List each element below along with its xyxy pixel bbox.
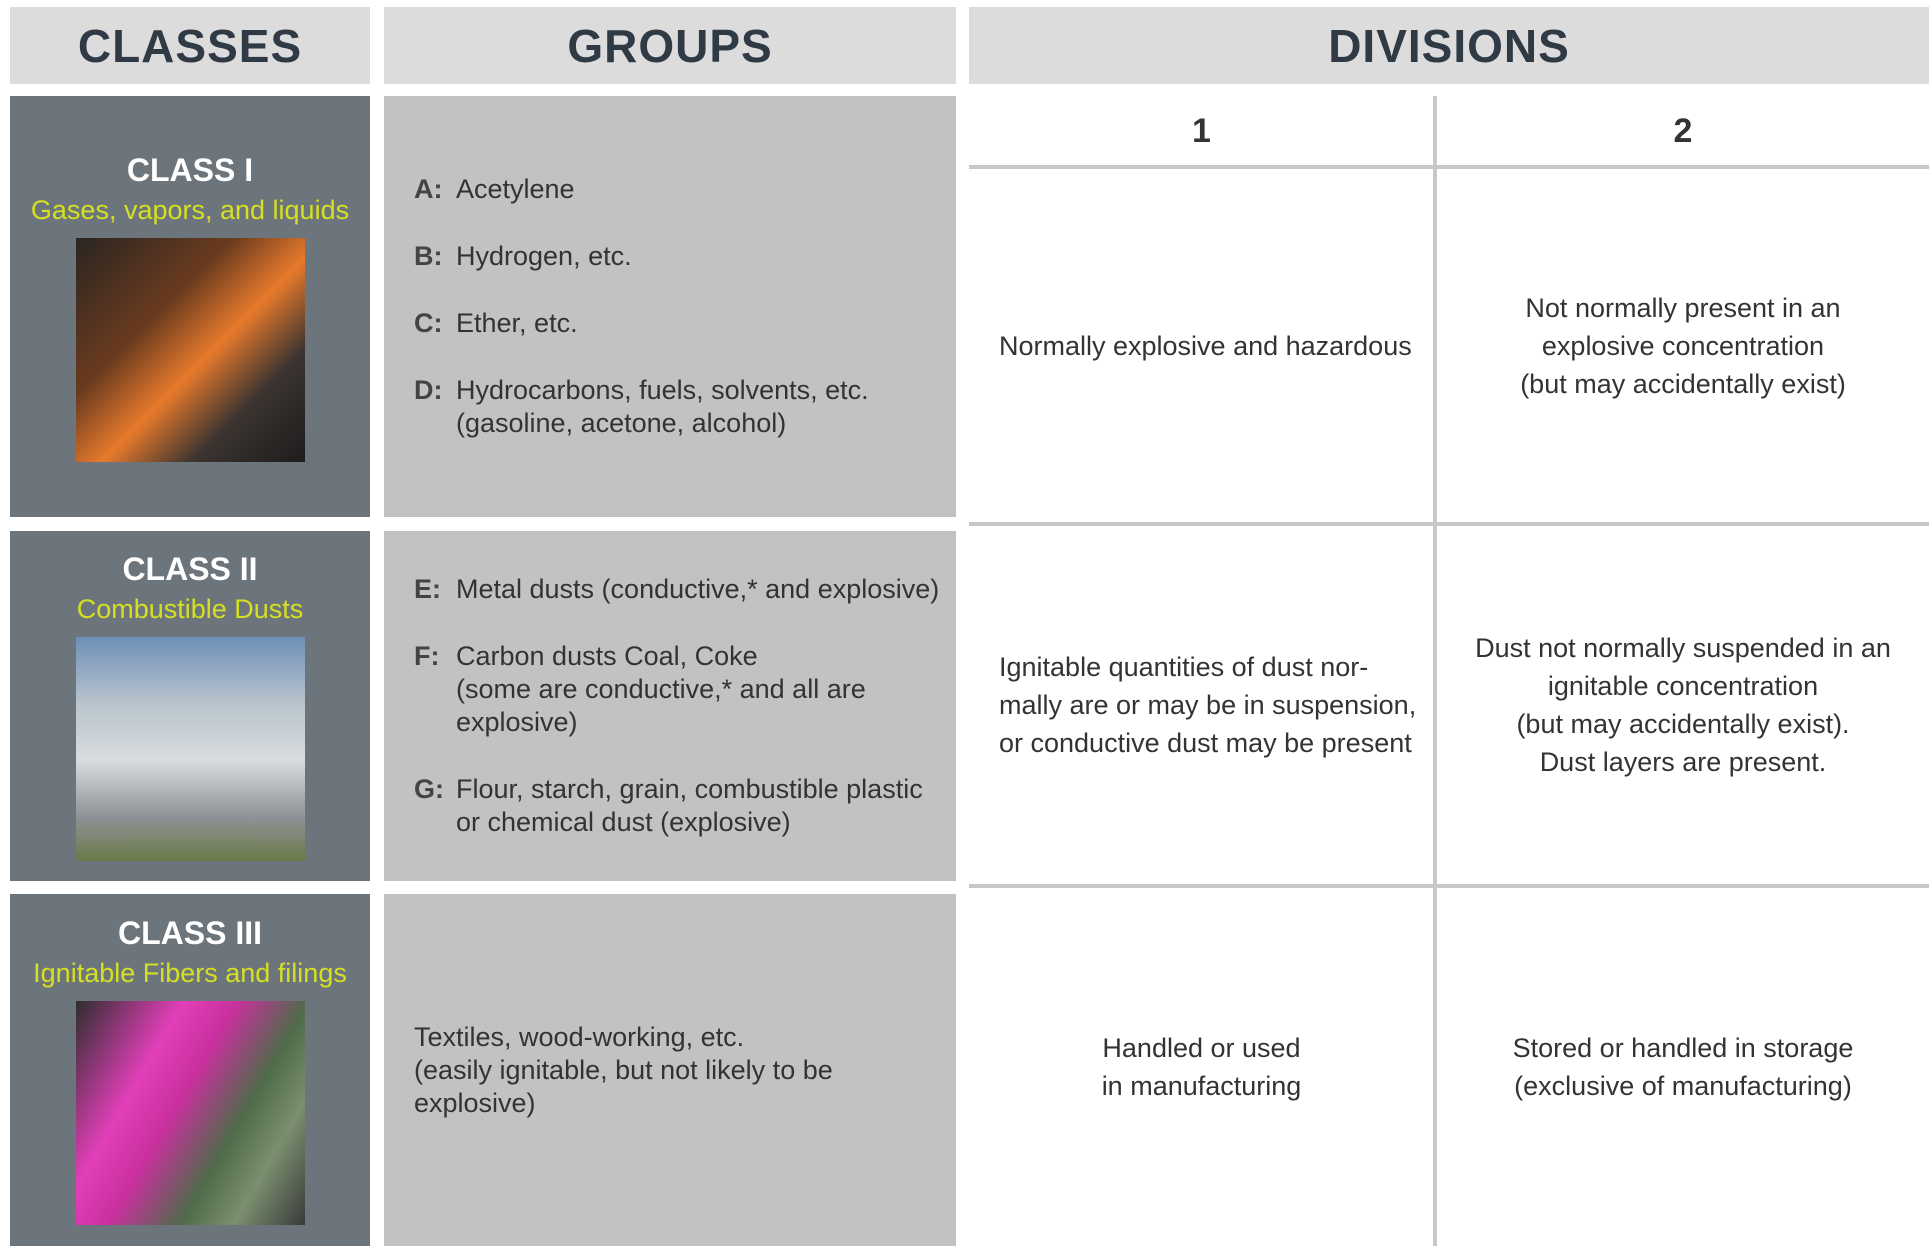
text-line: Hydrocarbons, fuels, solvents, etc. [456,375,869,405]
class-description: Ignitable Fibers and filings [33,958,347,988]
text-line: Handled or used [1102,1033,1301,1063]
text-line: Carbon dusts Coal, Coke [456,641,758,671]
class-title: CLASS III [117,915,262,951]
group-entry: D: Hydrocarbons, fuels, solvents, etc. (ga… [414,374,956,440]
group-entry: E: Metal dusts (conductive,* and explosiv… [414,573,956,606]
group-letter: E: [414,574,441,604]
groups-cell: E: Metal dusts (conductive,* and explosiv… [384,531,956,881]
group-text: Flour, starch, grain, combustible plasti… [456,773,923,839]
group-entry: Textiles, wood-working, etc. (easily igni… [414,1021,956,1120]
class-photo [75,1001,305,1225]
class-cell: CLASS I Gases, vapors, and liquids [10,96,370,517]
class-photo [75,237,305,462]
group-text: Carbon dusts Coal, Coke (some are conduct… [456,640,866,739]
text-line: Ether, etc. [456,308,578,338]
text-line: (but may accidentally exist) [1520,368,1846,399]
class-title: CLASS I [126,151,254,188]
groups-cell: Textiles, wood-working, etc. (easily igni… [384,894,956,1246]
group-letter: G: [414,774,444,804]
division-cell: Normally explosive and hazardous [969,169,1434,522]
division-cell: Dust not normally suspended in an ignitab… [1437,526,1929,884]
class-cell: CLASS II Combustible Dusts [10,531,370,881]
classes-header: CLASSES [10,7,370,84]
division-cell: Not normally present in an explosive conc… [1437,169,1929,522]
group-entry: B: Hydrogen, etc. [414,240,956,273]
text-line: Dust layers are present. [1539,747,1827,777]
text-line: Dust not normally suspended in an [1475,633,1891,663]
text-line: Flour, starch, grain, combustible plasti… [456,774,923,804]
class-title: CLASS II [122,551,258,587]
group-text: Acetylene [456,173,575,206]
text-line: (exclusive of manufacturing) [1514,1071,1852,1101]
text-line: Metal dusts (conductive,* and explosive) [456,574,940,604]
division-number: 1 [1192,111,1211,150]
divisions-header: DIVISIONS [969,7,1929,84]
text-line: (some are conductive,* and all are [456,674,866,704]
groups-cell: A: Acetylene B: Hydrogen, etc. C: Ether, etc.… [384,96,956,517]
row-divider [969,522,1929,526]
text-line: Not normally present in an [1525,292,1841,323]
row-divider [969,884,1929,888]
group-letter: A: [414,174,443,204]
text-line: or chemical dust (explosive) [456,807,791,837]
group-letter: B: [414,241,443,271]
text-line: Acetylene [456,174,575,204]
division-number: 2 [1673,111,1693,150]
column-divider [1433,96,1437,1246]
group-letter: F: [414,641,440,671]
group-text: Ether, etc. [456,307,578,340]
text-line: Textiles, wood-working, etc. [414,1021,745,1052]
row-divider [969,165,1929,169]
class-cell: CLASS III Ignitable Fibers and filings [10,894,370,1246]
text-line: Ignitable quantities of dust nor- [999,652,1369,682]
group-entry: A: Acetylene [414,173,956,206]
text-line: (gasoline, acetone, alcohol) [456,408,787,438]
text-line: mally are or may be in suspension, [999,690,1417,720]
text-line: Stored or handled in storage [1512,1033,1854,1063]
group-text: Hydrocarbons, fuels, solvents, etc. (gaso… [456,374,869,440]
group-letter: D: [414,375,443,405]
division-cell: Ignitable quantities of dust nor-mally a… [969,526,1434,884]
group-letter: C: [414,308,443,338]
class-description: Combustible Dusts [76,594,304,624]
text-line: or conductive dust may be present [999,728,1412,758]
class-description: Gases, vapors, and liquids [30,194,350,225]
text-line: explosive concentration [1541,330,1825,361]
group-text: Hydrogen, etc. [456,240,632,273]
group-entry: C: Ether, etc. [414,307,956,340]
group-entry: G: Flour, starch, grain, combustible plas… [414,773,956,839]
text-line: Normally explosive and hazardous [999,330,1412,361]
division-cell: Stored or handled in storage (exclusive o… [1437,888,1929,1246]
groups-header: GROUPS [384,7,956,84]
text-line: (easily ignitable, but not likely to be … [414,1054,833,1118]
text-line: ignitable concentration [1547,671,1819,701]
group-entry: F: Carbon dusts Coal, Coke (some are condu… [414,640,956,739]
text-line: in manufacturing [1101,1071,1302,1101]
group-text: Metal dusts (conductive,* and explosive) [456,573,939,606]
division-cell: Handled or used in manufacturing [969,888,1434,1246]
text-line: Hydrogen, etc. [456,241,632,271]
text-line: explosive) [456,707,578,737]
text-line: (but may accidentally exist). [1516,709,1850,739]
group-text: Textiles, wood-working, etc. (easily igni… [414,1021,956,1120]
class-photo [75,637,305,861]
